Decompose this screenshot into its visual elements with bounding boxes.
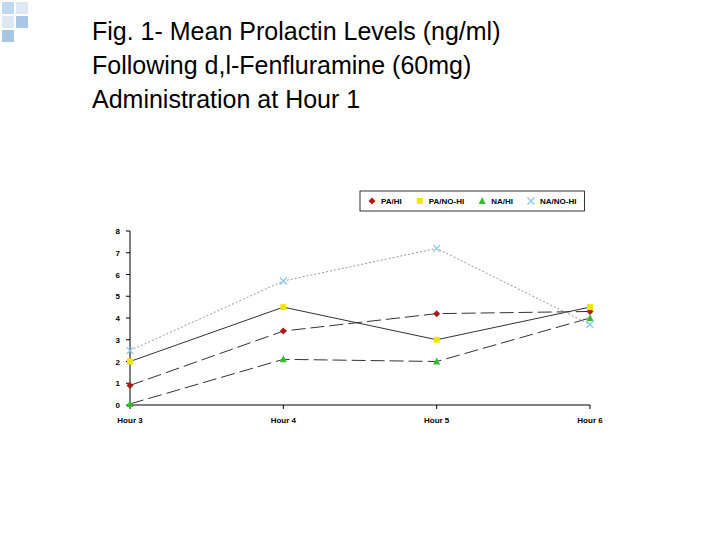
decoration [2,2,14,14]
marker [587,314,594,321]
y-tick-label: 1 [116,379,121,388]
marker [434,337,440,343]
marker [127,347,134,354]
marker [433,358,440,365]
y-tick [126,318,130,319]
legend-label: NA/HI [491,197,513,206]
y-tick-label: 3 [116,336,121,345]
y-tick [126,339,130,340]
chart: 012345678Hour 3Hour 4Hour 5Hour 6PA/HIPA… [0,0,720,540]
marker [369,198,376,205]
y-tick-label: 5 [116,292,121,301]
marker [280,304,286,310]
marker [433,310,440,317]
x-tick [283,405,284,409]
legend-label: PA/HI [381,197,402,206]
series-line [130,311,590,385]
decoration [2,16,14,28]
series-line [130,307,590,361]
marker [479,197,486,204]
marker [280,328,287,335]
marker [280,278,287,285]
x-tick [436,405,437,409]
y-tick-label: 8 [116,227,121,236]
legend-box [360,191,584,211]
series-line [130,318,590,404]
decoration [16,16,28,28]
y-tick-label: 4 [116,314,121,323]
x-tick-label: Hour 4 [271,416,297,425]
marker [587,321,594,328]
y-tick-label: 7 [116,249,121,258]
y-tick-label: 0 [116,401,121,410]
y-tick [126,252,130,253]
x-axis [130,405,590,406]
legend: PA/HI PA/NO-HI NA/HI NA/NO-HI [360,191,584,211]
decoration [16,2,28,14]
marker [587,304,593,310]
y-tick [126,296,130,297]
y-tick [126,231,130,232]
y-tick-label: 2 [116,358,121,367]
y-tick [126,274,130,275]
legend-label: PA/NO-HI [429,197,464,206]
decoration [2,30,14,42]
marker [417,198,423,204]
series-line [130,248,590,350]
x-tick-label: Hour 6 [577,416,603,425]
marker [280,355,287,362]
marker [433,245,440,252]
marker [127,359,133,365]
marker [127,382,134,389]
title: Fig. 1- Mean Prolactin Levels (ng/ml) Fo… [92,14,712,116]
legend-label: NA/NO-HI [540,197,576,206]
plot-area [127,245,594,407]
marker [127,400,134,407]
marker [527,198,534,205]
y-tick-label: 6 [116,271,121,280]
x-tick [590,405,591,409]
x-tick-label: Hour 5 [424,416,450,425]
x-tick-label: Hour 3 [117,416,143,425]
